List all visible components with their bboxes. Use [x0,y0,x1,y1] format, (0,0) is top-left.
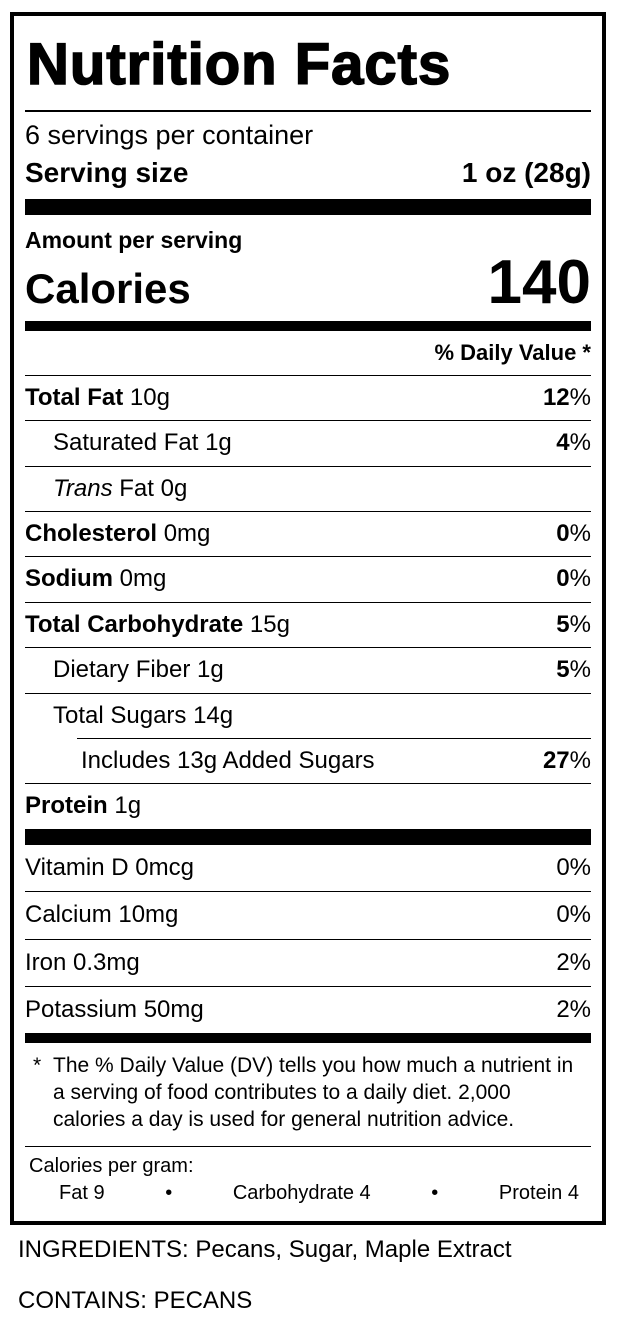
divider-under-title [25,110,591,112]
divider [25,891,591,893]
vitamin-dv: 2% [556,995,591,1023]
nutrient-name: Total Sugars 14g [53,701,234,729]
nutrition-facts-label: Nutrition Facts 6 servings per container… [10,12,606,1225]
divider [25,465,591,467]
serving-size-value: 1 oz (28g) [461,157,591,188]
bullet-separator: • [165,1181,173,1204]
calories-row: Calories 140 [25,248,591,321]
footnote-asterisk: * [33,1054,42,1078]
nutrient-row-cholesterol: Cholesterol 0mg 0% [25,512,591,556]
vitamin-row-calcium: Calcium 10mg 0% [25,892,591,938]
divider [25,420,591,422]
nutrient-name: Total Fat 10g [25,383,170,411]
vitamin-name: Potassium 50mg [25,995,204,1023]
nutrient-name: Cholesterol 0mg [25,520,211,548]
vitamin-row-iron: Iron 0.3mg 2% [25,940,591,986]
nutrient-row-total-sugars: Total Sugars 14g [25,694,591,738]
nutrient-dv: 0% [556,565,591,593]
vitamin-name: Vitamin D 0mcg [25,853,194,881]
divider [25,938,591,940]
nutrient-dv: 12% [542,383,591,411]
vitamin-row-potassium: Potassium 50mg 2% [25,987,591,1033]
cpg-fat: Fat 9 [59,1181,105,1204]
nutrient-dv: 4% [556,429,591,457]
vitamin-name: Calcium 10mg [25,901,179,929]
cpg-carbohydrate: Carbohydrate 4 [232,1181,371,1204]
calories-per-gram-values: Fat 9 • Carbohydrate 4 • Protein 4 [25,1180,591,1207]
label-title: Nutrition Facts [26,32,452,97]
calories-label: Calories [25,265,191,312]
cpg-protein: Protein 4 [498,1181,579,1204]
divider [25,601,591,603]
vitamin-row-vitamin-d: Vitamin D 0mcg 0% [25,845,591,891]
nutrient-row-protein: Protein 1g [25,784,591,828]
nutrient-row-trans-fat: Trans Fat 0g [25,467,591,511]
nutrient-name: Trans Fat 0g [53,474,188,502]
calories-per-gram-section: Calories per gram: Fat 9 • Carbohydrate … [25,1147,591,1215]
below-label-text: INGREDIENTS: Pecans, Sugar, Maple Extrac… [18,1236,512,1315]
nutrient-dv: 0% [556,520,591,548]
nutrient-row-total-fat: Total Fat 10g 12% [25,376,591,420]
divider [25,1145,591,1147]
nutrient-name: Protein 1g [25,792,142,820]
nutrient-row-total-carbohydrate: Total Carbohydrate 15g 5% [25,603,591,647]
amount-per-serving: Amount per serving [25,227,243,253]
nutrient-name: Includes 13g Added Sugars [81,747,375,775]
divider [25,692,591,694]
footnote-text: The % Daily Value (DV) tells you how muc… [53,1054,574,1132]
nutrient-name: Dietary Fiber 1g [53,656,224,684]
divider-bar-thick-top [25,199,591,215]
nutrient-row-added-sugars: Includes 13g Added Sugars 27% [25,739,591,783]
calories-value: 140 [487,248,591,317]
nutrient-dv: 5% [556,656,591,684]
divider [25,647,591,649]
nutrient-row-sodium: Sodium 0mg 0% [25,557,591,601]
serving-size-row: Serving size 1 oz (28g) [25,153,591,199]
nutrient-name: Sodium 0mg [25,565,167,593]
nutrient-name: Total Carbohydrate 15g [25,610,290,638]
divider [25,511,591,513]
calories-per-gram-label: Calories per gram: [29,1154,194,1177]
divider [25,374,591,376]
vitamin-dv: 0% [556,853,591,881]
nutrient-row-saturated-fat: Saturated Fat 1g 4% [25,421,591,465]
daily-value-header: % Daily Value * [434,339,591,365]
serving-size-label: Serving size [25,157,189,188]
nutrient-name: Saturated Fat 1g [53,429,232,457]
divider [25,783,591,785]
divider [25,556,591,558]
nutrient-dv: 5% [556,610,591,638]
vitamin-name: Iron 0.3mg [25,948,140,976]
divider-indented [77,738,591,740]
nutrient-dv: 27% [542,747,591,775]
bullet-separator: • [431,1181,439,1204]
vitamin-dv: 0% [556,901,591,929]
divider-bar-thick-protein [25,828,591,845]
nutrient-row-dietary-fiber: Dietary Fiber 1g 5% [25,648,591,692]
vitamin-dv: 2% [556,948,591,976]
divider-bar-medium-calories [25,320,591,331]
ingredients-statement: INGREDIENTS: Pecans, Sugar, Maple Extrac… [18,1236,512,1263]
servings-per-container: 6 servings per container [25,120,314,150]
divider [25,985,591,987]
contains-statement: CONTAINS: PECANS [18,1287,253,1314]
divider-bar-medium-bottom [25,1033,591,1044]
daily-value-footnote: * The % Daily Value (DV) tells you how m… [25,1043,591,1146]
